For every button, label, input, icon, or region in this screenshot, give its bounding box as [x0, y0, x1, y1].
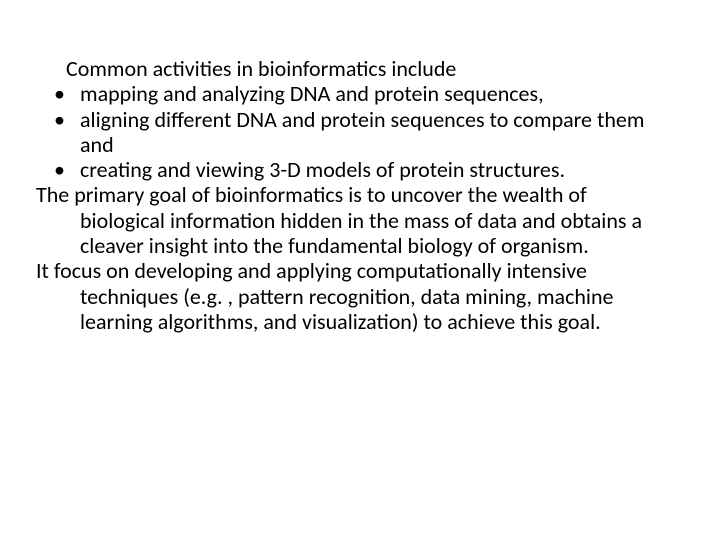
paragraph: It focus on developing and applying comp… — [36, 258, 670, 334]
bullet-item: creating and viewing 3-D models of prote… — [36, 157, 670, 182]
bullet-item: mapping and analyzing DNA and protein se… — [36, 81, 670, 106]
body-text: Common activities in bioinformatics incl… — [36, 56, 670, 334]
lead-line: Common activities in bioinformatics incl… — [66, 56, 670, 81]
slide: Common activities in bioinformatics incl… — [0, 0, 720, 540]
paragraph: The primary goal of bioinformatics is to… — [36, 182, 670, 258]
bullet-item: aligning different DNA and protein seque… — [36, 107, 670, 158]
bullet-list: mapping and analyzing DNA and protein se… — [36, 81, 670, 182]
